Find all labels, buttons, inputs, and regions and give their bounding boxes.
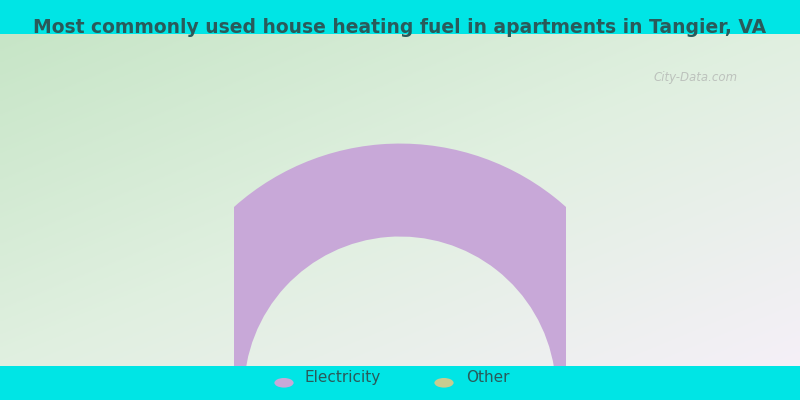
Circle shape [434, 378, 454, 388]
Text: City-Data.com: City-Data.com [654, 71, 738, 84]
Wedge shape [554, 354, 649, 392]
Text: Electricity: Electricity [304, 370, 380, 385]
Text: Other: Other [466, 370, 510, 385]
Text: Most commonly used house heating fuel in apartments in Tangier, VA: Most commonly used house heating fuel in… [34, 18, 766, 37]
Circle shape [274, 378, 294, 388]
Wedge shape [151, 144, 646, 392]
